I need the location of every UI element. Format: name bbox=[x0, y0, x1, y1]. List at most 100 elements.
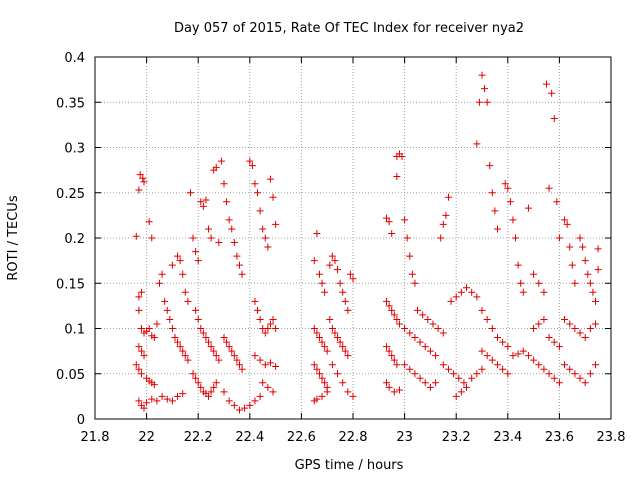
data-point bbox=[483, 352, 491, 360]
data-point bbox=[473, 140, 481, 148]
data-point bbox=[535, 279, 543, 287]
data-point bbox=[424, 315, 432, 323]
data-point bbox=[135, 293, 143, 301]
data-point bbox=[153, 397, 161, 405]
data-point bbox=[545, 370, 553, 378]
data-point bbox=[491, 207, 499, 215]
data-point bbox=[509, 216, 517, 224]
data-point bbox=[156, 279, 163, 287]
data-point bbox=[199, 202, 207, 210]
data-point bbox=[543, 80, 550, 88]
data-point bbox=[594, 245, 602, 253]
data-point bbox=[168, 325, 176, 332]
data-point bbox=[568, 261, 576, 269]
data-point bbox=[383, 343, 391, 351]
data-point bbox=[197, 325, 205, 332]
data-point bbox=[460, 379, 468, 387]
data-point bbox=[586, 370, 594, 378]
data-point bbox=[401, 325, 409, 332]
data-point bbox=[481, 85, 489, 93]
x-tick-label: 23.2 bbox=[442, 430, 471, 445]
data-point bbox=[264, 383, 272, 391]
data-point bbox=[210, 347, 218, 355]
data-point bbox=[504, 370, 512, 378]
data-point bbox=[592, 320, 600, 328]
data-point bbox=[592, 361, 600, 369]
y-tick-label: 0.25 bbox=[56, 187, 85, 202]
data-point bbox=[512, 234, 520, 242]
data-point bbox=[139, 174, 147, 182]
data-point bbox=[323, 347, 331, 355]
data-point bbox=[488, 356, 496, 364]
data-point bbox=[426, 347, 434, 355]
data-point bbox=[478, 365, 486, 373]
data-point bbox=[171, 334, 179, 342]
data-point bbox=[450, 370, 458, 378]
data-point bbox=[248, 162, 256, 170]
x-tick-label: 21.8 bbox=[81, 430, 110, 445]
data-point bbox=[566, 243, 574, 251]
data-point bbox=[395, 320, 403, 328]
data-point bbox=[212, 352, 220, 360]
data-point bbox=[581, 379, 589, 387]
data-point bbox=[499, 365, 507, 373]
data-point bbox=[393, 172, 401, 180]
data-point bbox=[406, 329, 414, 337]
data-point bbox=[439, 329, 447, 337]
data-point bbox=[493, 334, 501, 342]
data-point bbox=[212, 163, 220, 171]
data-point bbox=[457, 388, 465, 396]
y-tick-label: 0.1 bbox=[64, 323, 85, 338]
data-point bbox=[411, 334, 419, 342]
data-point bbox=[488, 325, 496, 332]
data-point bbox=[555, 379, 563, 387]
data-point bbox=[530, 356, 538, 364]
data-point bbox=[326, 315, 334, 323]
data-point bbox=[161, 297, 169, 305]
data-point bbox=[432, 379, 440, 387]
x-tick-label: 23.6 bbox=[545, 430, 574, 445]
y-axis-label: ROTI / TECUs bbox=[6, 195, 21, 280]
data-point bbox=[230, 352, 238, 360]
data-point bbox=[416, 338, 424, 346]
data-point bbox=[174, 338, 182, 346]
data-point bbox=[205, 338, 213, 346]
data-point bbox=[545, 334, 553, 342]
data-point bbox=[220, 180, 228, 188]
data-point bbox=[457, 288, 465, 296]
data-point bbox=[385, 383, 393, 391]
data-point bbox=[313, 329, 321, 337]
data-point bbox=[463, 383, 471, 391]
data-point bbox=[315, 270, 323, 278]
x-tick-label: 22.2 bbox=[184, 430, 213, 445]
data-point bbox=[174, 252, 182, 260]
data-point bbox=[561, 361, 569, 369]
data-point bbox=[478, 306, 486, 314]
data-point bbox=[535, 361, 543, 369]
axis-ticks: 21.8 22 22.2 22.4 22.6 22.8 23 23.2 23.4 23.6 23.8… bbox=[56, 51, 625, 445]
data-point bbox=[519, 347, 527, 355]
data-point bbox=[269, 193, 277, 201]
data-point bbox=[328, 361, 336, 369]
data-point bbox=[207, 388, 215, 396]
data-point bbox=[388, 352, 396, 360]
data-point bbox=[137, 325, 145, 332]
data-point bbox=[444, 365, 452, 373]
data-point bbox=[586, 279, 594, 287]
data-point bbox=[519, 288, 527, 296]
data-point bbox=[158, 270, 166, 278]
data-point bbox=[341, 297, 349, 305]
data-point bbox=[411, 370, 419, 378]
data-point bbox=[540, 365, 548, 373]
data-point bbox=[336, 338, 344, 346]
data-point bbox=[137, 347, 145, 355]
data-point bbox=[189, 370, 197, 378]
x-tick-label: 22.4 bbox=[235, 430, 264, 445]
data-point bbox=[530, 270, 538, 278]
data-point bbox=[408, 270, 416, 278]
data-point bbox=[488, 189, 496, 197]
data-point bbox=[401, 216, 409, 224]
data-point bbox=[197, 198, 205, 206]
data-point bbox=[202, 334, 210, 342]
data-point bbox=[486, 162, 494, 170]
